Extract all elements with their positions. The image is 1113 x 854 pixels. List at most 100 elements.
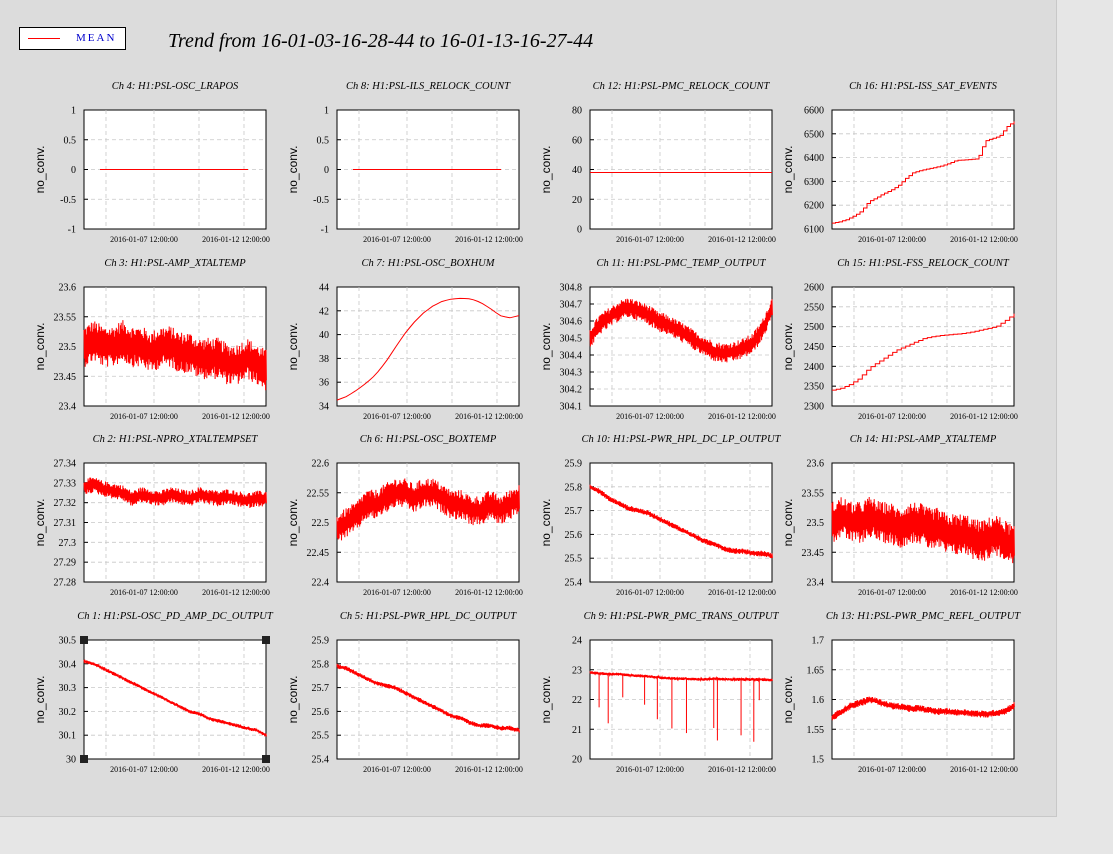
series-line [589, 298, 773, 363]
y-tick-label: 2300 [804, 402, 824, 413]
y-tick-label: 25.7 [312, 683, 330, 694]
y-tick-label: 23.4 [807, 578, 825, 589]
y-tick-label: 1.6 [812, 695, 825, 706]
chart-16[interactable]: Ch 13: H1:PSL-PWR_PMC_REFL_OUTPUT 1.7 1.65… [781, 611, 1021, 774]
chart-11[interactable]: Ch 10: H1:PSL-PWR_HPL_DC_LP_OUTPUT 25.9 25… [539, 434, 782, 597]
y-tick-label: 23.45 [802, 548, 825, 559]
y-tick-label: 25.9 [312, 636, 330, 647]
x-tick-label: 2016-01-12 12:00:00 [455, 765, 523, 774]
y-tick-label: 27.3 [59, 538, 77, 549]
x-tick-label: 2016-01-12 12:00:00 [708, 235, 776, 244]
y-tick-label: 25.9 [565, 459, 583, 470]
y-axis-label: no_conv. [33, 499, 47, 547]
chart-1[interactable]: Ch 4: H1:PSL-OSC_LRAPOS 1 0.5 0 -0.5 -1 2016-0… [33, 81, 270, 244]
y-tick-label: 20 [572, 195, 582, 206]
y-tick-label: 23.45 [54, 372, 77, 383]
plot-area [336, 639, 520, 760]
y-tick-label: 44 [319, 283, 329, 294]
y-tick-label: -0.5 [313, 195, 329, 206]
y-axis-label: no_conv. [539, 676, 553, 724]
y-tick-label: 21 [572, 725, 582, 736]
chart-9[interactable]: Ch 2: H1:PSL-NPRO_XTALTEMPSET 27.34 27.33 2… [33, 434, 270, 597]
y-tick-label: 6400 [804, 153, 824, 164]
chart-12[interactable]: Ch 14: H1:PSL-AMP_XTALTEMP 23.6 23.55 23.5 2… [781, 434, 1018, 597]
chart-4[interactable]: Ch 16: H1:PSL-ISS_SAT_EVENTS 6600 6500 6400… [781, 81, 1018, 244]
chart-title: Ch 11: H1:PSL-PMC_TEMP_OUTPUT [597, 258, 767, 269]
plot-area [83, 639, 267, 760]
chart-3[interactable]: Ch 12: H1:PSL-PMC_RELOCK_COUNT 80 60 40 20 0 2… [539, 81, 776, 244]
y-tick-label: -0.5 [60, 195, 76, 206]
x-tick-label: 2016-01-07 12:00:00 [616, 412, 684, 421]
plot-area [336, 286, 520, 407]
chart-13[interactable]: Ch 1: H1:PSL-OSC_PD_AMP_DC_OUTPUT 30.5 30.… [33, 611, 274, 774]
y-tick-label: 0.5 [64, 135, 77, 146]
y-tick-label: 25.4 [312, 755, 330, 766]
y-tick-label: 36 [319, 378, 329, 389]
y-tick-label: 30.1 [59, 731, 77, 742]
y-tick-label: 1 [324, 106, 329, 117]
series-line [83, 320, 267, 391]
y-tick-label: 22.45 [307, 548, 330, 559]
y-tick-label: 25.5 [565, 554, 583, 565]
y-axis-label: no_conv. [781, 146, 795, 194]
chart-8[interactable]: Ch 15: H1:PSL-FSS_RELOCK_COUNT 2600 2550 25… [781, 258, 1018, 421]
y-tick-label: 304.1 [560, 402, 583, 413]
x-tick-label: 2016-01-12 12:00:00 [455, 235, 523, 244]
y-tick-label: 23.6 [807, 459, 825, 470]
chart-5[interactable]: Ch 3: H1:PSL-AMP_XTALTEMP 23.6 23.55 23.5 23… [33, 258, 270, 421]
chart-2[interactable]: Ch 8: H1:PSL-ILS_RELOCK_COUNT 1 0.5 0 -0.5 -1… [286, 81, 523, 244]
y-tick-label: 23.5 [807, 518, 825, 529]
y-tick-label: 6200 [804, 201, 824, 212]
y-tick-label: 23.5 [59, 342, 77, 353]
legend: MEAN [19, 27, 126, 50]
y-tick-label: 60 [572, 135, 582, 146]
y-tick-label: 304.4 [560, 351, 583, 362]
y-tick-label: 30.5 [59, 636, 77, 647]
y-tick-label: 30.2 [59, 707, 77, 718]
y-tick-label: 34 [319, 402, 329, 413]
x-tick-label: 2016-01-07 12:00:00 [616, 765, 684, 774]
y-tick-label: 24 [572, 636, 582, 647]
y-tick-label: 2600 [804, 283, 824, 294]
y-tick-label: 27.29 [54, 558, 77, 569]
y-axis-label: no_conv. [539, 146, 553, 194]
y-tick-label: 6300 [804, 177, 824, 188]
chart-title: Ch 10: H1:PSL-PWR_HPL_DC_LP_OUTPUT [582, 434, 782, 445]
chart-title: Ch 7: H1:PSL-OSC_BOXHUM [362, 258, 496, 269]
y-tick-label: 25.8 [312, 659, 330, 670]
resize-handle[interactable] [80, 636, 88, 644]
y-tick-label: 23.4 [59, 402, 77, 413]
resize-handle[interactable] [262, 755, 270, 763]
chart-title: Ch 1: H1:PSL-OSC_PD_AMP_DC_OUTPUT [77, 611, 274, 622]
chart-title: Ch 15: H1:PSL-FSS_RELOCK_COUNT [837, 258, 1010, 269]
chart-10[interactable]: Ch 6: H1:PSL-OSC_BOXTEMP 22.6 22.55 22.5 22.… [286, 434, 523, 597]
x-tick-label: 2016-01-12 12:00:00 [455, 412, 523, 421]
y-tick-label: 2500 [804, 322, 824, 333]
chart-14[interactable]: Ch 5: H1:PSL-PWR_HPL_DC_OUTPUT 25.9 25.8 25… [286, 611, 523, 774]
x-tick-label: 2016-01-12 12:00:00 [708, 588, 776, 597]
series-line [832, 313, 1015, 391]
page-title: Trend from 16-01-03-16-28-44 to 16-01-13… [168, 30, 594, 52]
y-axis-label: no_conv. [33, 323, 47, 371]
x-tick-label: 2016-01-12 12:00:00 [708, 765, 776, 774]
resize-handle[interactable] [262, 636, 270, 644]
y-tick-label: 27.31 [54, 518, 77, 529]
y-tick-label: 6600 [804, 106, 824, 117]
chart-title: Ch 5: H1:PSL-PWR_HPL_DC_OUTPUT [340, 611, 517, 622]
y-tick-label: 1.65 [807, 665, 825, 676]
chart-7[interactable]: Ch 11: H1:PSL-PMC_TEMP_OUTPUT 304.8 304.7 3… [539, 258, 776, 421]
resize-handle[interactable] [80, 755, 88, 763]
chart-title: Ch 4: H1:PSL-OSC_LRAPOS [112, 81, 239, 92]
series-line [336, 478, 520, 541]
y-tick-label: 6100 [804, 225, 824, 236]
y-axis-label: no_conv. [33, 146, 47, 194]
y-tick-label: 25.7 [565, 506, 583, 517]
y-tick-label: -1 [68, 225, 76, 236]
chart-6[interactable]: Ch 7: H1:PSL-OSC_BOXHUM 44 42 40 38 36 34 2016-… [286, 258, 523, 421]
y-tick-label: 22.4 [312, 578, 330, 589]
chart-15[interactable]: Ch 9: H1:PSL-PWR_PMC_TRANS_OUTPUT 24 23 22 2… [539, 611, 780, 774]
x-tick-label: 2016-01-12 12:00:00 [202, 412, 270, 421]
x-tick-label: 2016-01-12 12:00:00 [950, 412, 1018, 421]
legend-swatch [28, 38, 60, 39]
x-tick-label: 2016-01-07 12:00:00 [858, 235, 926, 244]
